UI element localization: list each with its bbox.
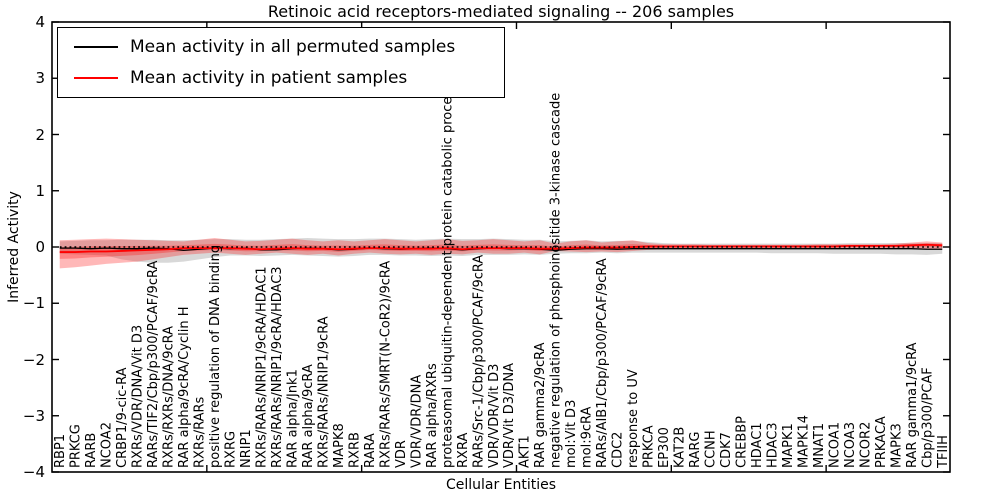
y-tick-label: 2 (35, 125, 45, 144)
x-tick-label: VDR/VDR/Vit D3 (487, 364, 502, 468)
x-tick-label: CRBP1/9-cic-RA (115, 367, 130, 468)
x-tick-label: NCOA1 (827, 422, 842, 468)
x-tick-label: RXRs/RARs/NRIP1/9cRA/HDAC1 (255, 266, 270, 468)
x-tick-label: RAR gamma1/9cRA (905, 342, 920, 468)
y-tick-label: −2 (22, 350, 45, 369)
x-tick-label: TFIIH (936, 435, 951, 469)
x-tick-label: RARA (363, 433, 378, 468)
x-tick-label: RAR alpha/9cRA/Cyclin H (177, 307, 192, 468)
x-tick-label: RARs/TIF2/Cbp/p300/PCAF/9cRA (146, 261, 161, 468)
x-tick-label: AKT1 (518, 435, 533, 468)
y-tick-label: 4 (35, 13, 45, 31)
legend-line-patient-icon (74, 76, 118, 79)
x-tick-label: MAPK14 (796, 415, 811, 468)
permuted-band (59, 238, 943, 263)
legend-line-permuted-icon (74, 46, 118, 49)
y-tick-label: −3 (22, 406, 45, 425)
x-tick-label: MAPK3 (889, 423, 904, 468)
x-tick-label: RXRs/VDR/DNA/Vit D3 (131, 325, 146, 468)
legend-entry-permuted: Mean activity in all permuted samples (58, 37, 504, 57)
x-tick-label: EP300 (657, 427, 672, 468)
x-tick-label: HDAC3 (765, 422, 780, 468)
x-tick-label: response to UV (626, 369, 641, 468)
legend-label-patient: Mean activity in patient samples (130, 67, 408, 88)
x-tick-label: CCNH (704, 430, 719, 468)
x-tick-label: RAR alpha/Jnk1 (285, 369, 300, 468)
x-tick-label: NCOA3 (843, 422, 858, 468)
x-tick-label: RAR alpha/9cRA (301, 364, 316, 468)
x-tick-label: proteasomal ubiquitin-dependent protein … (440, 83, 455, 468)
x-tick-label: VDR/Vit D3/DNA (502, 363, 517, 468)
x-tick-label: HDAC1 (750, 422, 765, 468)
x-tick-label: RARG (688, 431, 703, 468)
x-tick-label: VDR (394, 440, 409, 468)
x-tick-label: RXRA (456, 433, 471, 468)
x-tick-label: RXRs/RXRs/DNA/9cRA (162, 326, 177, 468)
x-tick-label: MNAT1 (812, 423, 827, 468)
x-tick-label: RXRG (224, 431, 239, 468)
x-tick-label: PRKACA (874, 416, 889, 468)
x-tick-label: CDC2 (611, 432, 626, 468)
x-tick-label: RBP1 (53, 434, 68, 468)
chart-title: Retinoic acid receptors-mediated signali… (267, 2, 735, 21)
x-tick-label: KAT2B (673, 427, 688, 468)
x-tick-label: PRKCA (642, 425, 657, 468)
x-tick-label: RXRB (347, 432, 362, 468)
x-tick-label: Cbp/p300/PCAF (920, 367, 935, 468)
x-tick-label: RAR alpha/RXRs (425, 363, 440, 468)
x-tick-label: PRKCG (69, 424, 84, 468)
x-tick-label: NCOA2 (100, 422, 115, 468)
x-tick-label: CDK7 (719, 432, 734, 468)
x-tick-label: MAPK1 (781, 423, 796, 468)
x-tick-label: RAR gamma2/9cRA (533, 342, 548, 468)
y-tick-label: 3 (35, 69, 45, 88)
x-tick-label: CREBBP (734, 416, 749, 468)
y-tick-label: −4 (22, 463, 45, 481)
x-tick-label: negative regulation of phosphoinositide … (549, 93, 564, 468)
x-tick-label: RXRs/RARs/NRIP1/9cRA/HDAC3 (270, 266, 285, 468)
y-tick-label: −1 (22, 294, 45, 313)
x-tick-label: RARB (84, 433, 99, 468)
x-tick-label: MAPK8 (332, 423, 347, 468)
x-tick-label: mol:Vit D3 (564, 400, 579, 468)
legend-entry-patient: Mean activity in patient samples (58, 68, 504, 88)
x-tick-label: mol:9cRA (580, 406, 595, 468)
legend: Mean activity in all permuted samples Me… (57, 27, 505, 98)
x-tick-label: positive regulation of DNA binding (208, 245, 223, 468)
y-tick-label: 0 (35, 238, 45, 256)
x-tick-label: RXRs/RARs/NRIP1/9cRA (316, 316, 331, 468)
x-tick-label: RARs/AIB1/Cbp/p300/PCAF/9cRA (595, 258, 610, 468)
x-tick-label: RXRs/RARs (193, 396, 208, 468)
legend-label-permuted: Mean activity in all permuted samples (130, 37, 456, 58)
x-tick-label: RXRs/RARs/SMRT(N-CoR2)/9cRA (378, 261, 393, 468)
x-tick-label: VDR/VDR/DNA (409, 375, 424, 468)
x-tick-label: NRIP1 (239, 429, 254, 468)
x-tick-label: NCOR2 (858, 422, 873, 468)
y-tick-label: 1 (35, 181, 45, 200)
x-tick-label: RARs/Src-1/Cbp/p300/PCAF/9cRA (471, 255, 486, 468)
x-axis-label: Cellular Entities (445, 477, 557, 493)
